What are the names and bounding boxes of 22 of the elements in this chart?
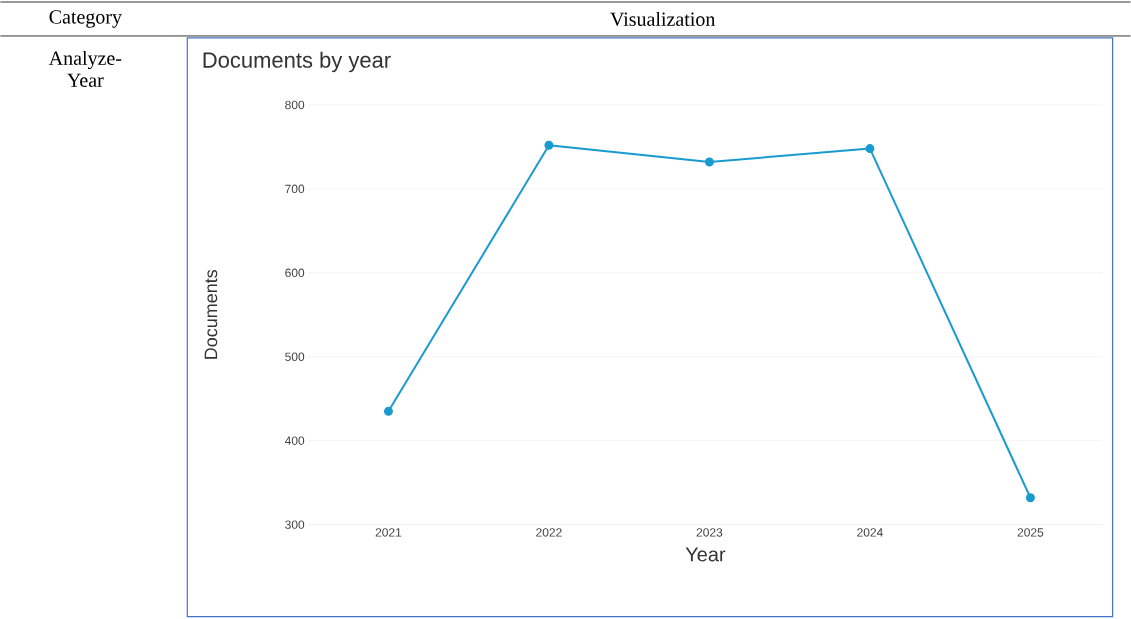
x-tick-label: 2023 — [696, 528, 723, 537]
point — [704, 157, 714, 167]
y-tick-label: 600 — [285, 268, 305, 278]
point — [1025, 493, 1035, 503]
point — [865, 144, 875, 154]
y-axis-title: Documents — [204, 270, 218, 360]
x-tick-label: 2025 — [1017, 528, 1044, 537]
text: Analyze-Year — [48, 51, 122, 88]
chart-title: Documents by year — [203, 51, 391, 73]
y-tick-label: 300 — [285, 520, 305, 530]
x-tick-label: 2021 — [375, 528, 402, 537]
y-tick-label: 700 — [285, 184, 305, 194]
x-tick-label: 2022 — [536, 528, 562, 537]
point — [383, 407, 393, 417]
y-tick-label: 800 — [285, 100, 305, 110]
point — [544, 140, 554, 150]
y-tick-label: 500 — [285, 352, 305, 362]
x-axis-title: Year — [685, 547, 726, 562]
text: Visualization — [610, 12, 716, 27]
text: Category — [49, 10, 122, 28]
y-tick-label: 400 — [284, 436, 305, 446]
x-tick-label: 2024 — [857, 528, 883, 537]
